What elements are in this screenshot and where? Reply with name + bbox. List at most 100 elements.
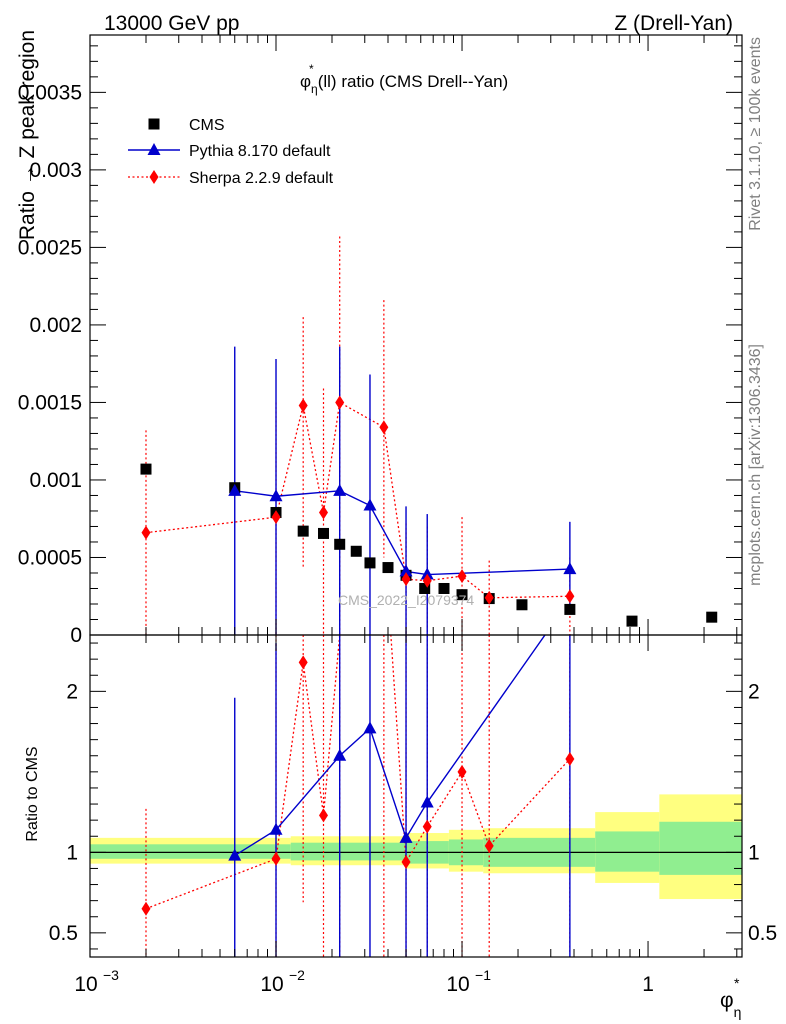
legend-sherpa-marker	[149, 170, 159, 184]
x-tick-label-base: 10	[74, 973, 97, 996]
sherpa-ratio-point	[298, 655, 308, 670]
sherpa-ratio-point	[422, 819, 432, 834]
sherpa-ratio-point	[271, 851, 281, 866]
main-ytick-label: 0.001	[29, 469, 82, 492]
cms-data-point	[626, 615, 638, 627]
sherpa-main-point	[379, 420, 389, 435]
header-right: Z (Drell-Yan)	[614, 12, 733, 35]
sherpa-ratio-point	[401, 855, 411, 870]
title-phi: φ	[300, 72, 311, 91]
x-tick-label-base: 10	[260, 973, 283, 996]
main-ytick-label: 0	[70, 624, 82, 647]
pythia-ratio-point	[269, 822, 283, 835]
main-ytick-label: 0.002	[29, 314, 82, 337]
ratio-inner-band	[659, 821, 742, 875]
pythia-ratio-point	[228, 848, 242, 861]
pythia-main-point	[333, 483, 347, 496]
legend-cms-marker	[148, 118, 160, 130]
main-ytick-label: 0.003	[29, 159, 82, 182]
pythia-main-point	[228, 483, 242, 496]
cms-data-point	[140, 463, 152, 475]
x-tick-label-base: 10	[446, 973, 469, 996]
title-rest: (ll) ratio (CMS Drell--Yan)	[318, 72, 508, 91]
legend: CMS Pythia 8.170 default Sherpa 2.2.9 defa…	[128, 117, 334, 187]
cms-data-point	[297, 525, 309, 537]
ratio-inner-band	[90, 844, 291, 859]
pythia-ratio-point	[363, 721, 377, 734]
sherpa-ratio-line	[145, 635, 571, 910]
legend-pythia-marker	[147, 143, 161, 155]
main-frame	[89, 34, 743, 636]
xlabel-phi: φ	[720, 989, 734, 1012]
cms-data-point	[317, 527, 329, 539]
sherpa-ratio-point	[318, 808, 328, 823]
pythia-ratio-point	[333, 748, 347, 761]
sherpa-main-point	[271, 510, 281, 525]
pythia-ratio-line	[234, 635, 546, 857]
ratio-frame	[89, 634, 743, 958]
main-plot-area	[140, 236, 718, 635]
sherpa-main-point	[141, 525, 151, 540]
legend-entry-label: CMS	[189, 117, 225, 134]
sherpa-main-point	[335, 395, 345, 410]
main-axes: 0 0.0005 0.001 0.0015 0.002 0.0025 0.003 0.0035	[18, 35, 742, 647]
cms-data-point	[564, 603, 576, 615]
sherpa-main-point	[318, 505, 328, 520]
cms-data-point	[334, 538, 346, 550]
pythia-ratio-point	[399, 830, 413, 843]
sherpa-main-line	[145, 401, 570, 599]
title-sub: η	[311, 82, 318, 96]
main-ylabel: Ratio → Z peak region	[16, 30, 39, 240]
pythia-main-point	[563, 562, 577, 575]
cms-data-point	[706, 611, 718, 623]
ratio-ytick-label-right: 0.5	[748, 922, 777, 945]
ratio-plot-area	[90, 635, 742, 957]
x-axis-label: φη	[720, 989, 741, 1020]
ratio-ytick-label-left: 2	[66, 680, 78, 703]
sherpa-ratio-point	[565, 751, 575, 766]
title-sup: *	[309, 62, 314, 76]
header-left: 13000 GeV pp	[104, 12, 239, 35]
main-ytick-label: 0.0035	[18, 81, 82, 104]
ratio-ylabel: Ratio to CMS	[24, 746, 41, 841]
sherpa-main-point	[401, 572, 411, 587]
main-title: φη(ll) ratio (CMS Drell--Yan)	[300, 72, 508, 96]
pythia-main-point	[399, 564, 413, 577]
sherpa-main-point	[484, 590, 494, 605]
main-ytick-label: 0.0015	[18, 391, 82, 414]
sherpa-ratio-point	[457, 764, 467, 779]
legend-entry-label: Sherpa 2.2.9 default	[189, 170, 334, 187]
ratio-inner-band	[595, 831, 660, 872]
ratio-ytick-label-right: 1	[748, 841, 760, 864]
main-panel: 0 0.0005 0.001 0.0015 0.002 0.0025 0.003 0.0035…	[16, 30, 743, 647]
cms-data-point	[364, 557, 376, 569]
sherpa-main-point	[298, 398, 308, 413]
x-tick-label: 1	[642, 973, 654, 996]
pythia-main-point	[269, 489, 283, 502]
sherpa-ratio-point	[141, 901, 151, 916]
sherpa-main-point	[565, 589, 575, 604]
main-ytick-label: 0.0025	[18, 236, 82, 259]
xlabel-sub: η	[734, 1004, 742, 1020]
rivet-label: Rivet 3.1.10, ≥ 100k events	[747, 37, 764, 231]
watermark: CMS_2022_I2079374	[338, 592, 474, 608]
xlabel-sup: *	[734, 975, 740, 991]
cms-data-point	[516, 599, 528, 611]
x-tick-label-exponent: −1	[475, 967, 491, 983]
sherpa-main-point	[457, 569, 467, 584]
pythia-main-point	[363, 498, 377, 511]
pythia-ratio-point	[420, 795, 434, 808]
mcplots-label: mcplots.cern.ch [arXiv:1306.3436]	[747, 344, 764, 586]
ratio-inner-band	[290, 842, 407, 861]
ratio-ytick-label-right: 2	[748, 680, 760, 703]
pythia-main-point	[420, 567, 434, 580]
cms-data-point	[382, 562, 394, 574]
main-ytick-label: 0.0005	[18, 546, 82, 569]
ratio-ytick-label-left: 1	[66, 841, 78, 864]
x-tick-label-exponent: −2	[289, 967, 305, 983]
legend-entry-label: Pythia 8.170 default	[189, 143, 331, 160]
cms-data-point	[419, 582, 431, 594]
x-tick-label-exponent: −3	[103, 967, 119, 983]
cms-data-point	[350, 545, 362, 557]
